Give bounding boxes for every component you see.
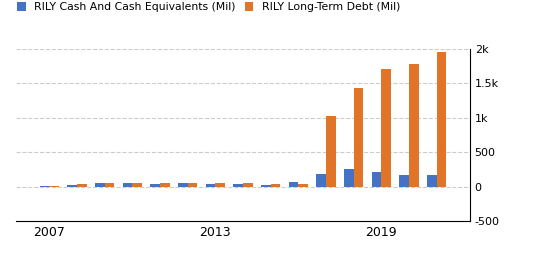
Bar (188, 183, 197, 187)
Bar (215, 183, 225, 187)
Bar (40, 185, 49, 187)
Bar (372, 172, 381, 187)
Bar (77, 184, 87, 187)
Bar (261, 185, 271, 187)
Bar (178, 183, 188, 187)
Bar (150, 184, 160, 187)
Bar (68, 185, 77, 187)
Bar (160, 183, 170, 187)
Bar (344, 169, 354, 187)
Bar (105, 183, 114, 187)
Bar (271, 184, 280, 187)
Bar (298, 184, 308, 187)
Bar (427, 176, 437, 187)
Bar (354, 88, 363, 187)
Bar (206, 184, 215, 187)
Bar (381, 69, 391, 187)
Bar (316, 174, 326, 187)
Bar (409, 64, 419, 187)
Bar (233, 184, 243, 187)
Bar (49, 186, 59, 187)
Bar (437, 52, 446, 187)
Legend: RILY Cash And Cash Equivalents (Mil), RILY Long-Term Debt (Mil): RILY Cash And Cash Equivalents (Mil), RI… (17, 2, 400, 12)
Bar (123, 183, 132, 187)
Bar (132, 183, 142, 187)
Bar (95, 183, 105, 187)
Bar (399, 175, 409, 187)
Bar (326, 116, 336, 187)
Bar (243, 183, 253, 187)
Bar (289, 182, 298, 187)
